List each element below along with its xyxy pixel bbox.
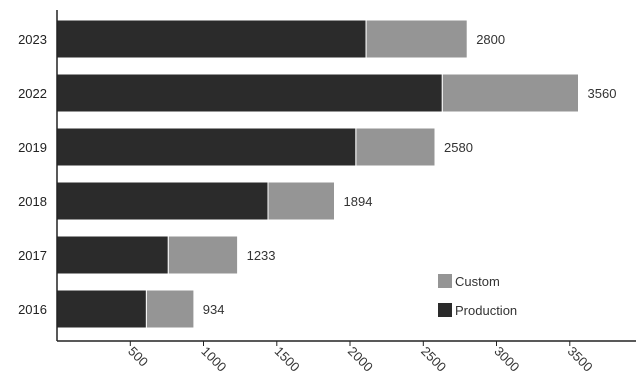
bar-custom-2023 — [365, 19, 468, 59]
category-label-2017: 2017 — [18, 248, 47, 263]
total-label-2022: 3560 — [588, 86, 617, 101]
bar-production-2017 — [56, 235, 169, 275]
bar-production-2023 — [56, 19, 367, 59]
total-labels-group: 2800 3560 2580 1894 1233 934 — [203, 32, 617, 317]
x-tick-label-2500: 2500 — [418, 344, 449, 372]
x-tick-label-1000: 1000 — [198, 344, 229, 372]
bar-custom-2019 — [355, 127, 436, 167]
x-ticks-group: 500 1000 1500 2000 2500 3000 3500 — [125, 341, 596, 372]
x-tick-label-500: 500 — [125, 344, 151, 370]
total-label-2016: 934 — [203, 302, 225, 317]
bar-custom-2022 — [441, 73, 579, 113]
x-tick-label-3500: 3500 — [565, 344, 596, 372]
category-label-2018: 2018 — [18, 194, 47, 209]
category-label-2023: 2023 — [18, 32, 47, 47]
category-label-2019: 2019 — [18, 140, 47, 155]
x-tick-label-2000: 2000 — [345, 344, 376, 372]
legend-label-custom: Custom — [455, 274, 500, 289]
legend-swatch-production — [438, 303, 452, 317]
category-labels-group: 2023 2022 2019 2018 2017 2016 — [18, 32, 47, 317]
bar-custom-2018 — [267, 181, 335, 221]
total-label-2023: 2800 — [476, 32, 505, 47]
bar-production-2022 — [56, 73, 443, 113]
bar-custom-2016 — [145, 289, 195, 329]
category-label-2016: 2016 — [18, 302, 47, 317]
legend-label-production: Production — [455, 303, 517, 318]
legend: Custom Production — [438, 274, 517, 318]
legend-swatch-custom — [438, 274, 452, 288]
total-label-2019: 2580 — [444, 140, 473, 155]
bars-group — [56, 19, 579, 329]
x-tick-label-1500: 1500 — [272, 344, 303, 372]
x-tick-label-3000: 3000 — [491, 344, 522, 372]
category-label-2022: 2022 — [18, 86, 47, 101]
total-label-2017: 1233 — [247, 248, 276, 263]
bar-production-2016 — [56, 289, 147, 329]
total-label-2018: 1894 — [344, 194, 373, 209]
bar-production-2019 — [56, 127, 357, 167]
bar-custom-2017 — [167, 235, 239, 275]
bar-production-2018 — [56, 181, 269, 221]
